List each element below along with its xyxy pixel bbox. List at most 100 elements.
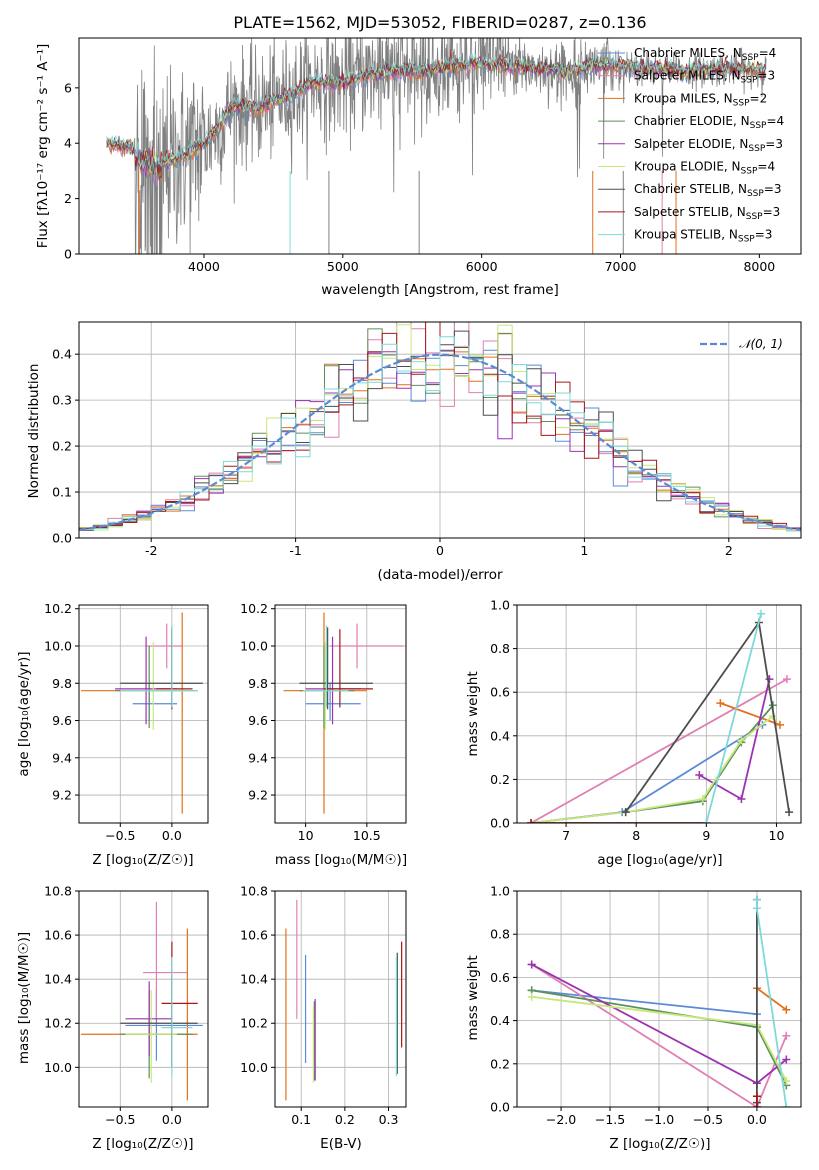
weight-z-ylabel: mass weight bbox=[465, 955, 481, 1040]
age_vs_mass-axes: 10 10.5 9.2 9.4 9.6 9.8 10.0 10.2 bbox=[240, 601, 406, 843]
x-tick-label: 0.0 bbox=[747, 1112, 767, 1127]
kroupa_miles-weight-marker bbox=[716, 699, 725, 708]
x-tick-label: −0.5 bbox=[105, 1112, 135, 1127]
x-tick-label: −1.0 bbox=[644, 1112, 674, 1127]
y-tick-label: 0.6 bbox=[490, 970, 510, 985]
salpeter_miles-weight-line bbox=[530, 678, 788, 823]
age-vs-z-panel: Z [log₁₀(Z/Z☉)] age [log₁₀(age/yr)] −0.5… bbox=[16, 601, 209, 868]
x-tick-label: 0.1 bbox=[291, 1112, 311, 1127]
mass-z-xlabel: Z [log₁₀(Z/Z☉)] bbox=[92, 1136, 193, 1152]
kroupa_stelib-weight-marker bbox=[757, 609, 766, 618]
x-tick-label: 9 bbox=[702, 828, 710, 843]
spectrum-title: PLATE=1562, MJD=53052, FIBERID=0287, z=0… bbox=[233, 13, 646, 32]
mass_vs_ebv-points bbox=[285, 899, 403, 1101]
kroupa_stelib-legend-label: Kroupa STELIB, NSSP=3 bbox=[634, 228, 772, 245]
y-tick-label: 9.6 bbox=[248, 713, 268, 728]
y-tick-label: 10.8 bbox=[240, 884, 268, 899]
kroupa_miles-weight-marker bbox=[775, 720, 784, 729]
y-tick-label: 10.4 bbox=[44, 972, 72, 987]
x-tick-label: 4000 bbox=[188, 259, 220, 274]
salpeter_elodie-weight-marker bbox=[737, 795, 746, 804]
chabrier_stelib-weight-marker bbox=[785, 808, 794, 817]
y-tick-label: 1.0 bbox=[490, 598, 510, 613]
y-tick-label: 9.4 bbox=[52, 750, 72, 765]
spectrum-axes: 4000 5000 6000 7000 8000 0 2 4 6 bbox=[64, 80, 775, 274]
salpeter_stelib-weight-marker bbox=[752, 1092, 761, 1101]
mass-z-ylabel: mass [log₁₀(M/M☉)] bbox=[16, 932, 32, 1064]
weight_vs_z-axes: −2.0 −1.5 −1.0 −0.5 0.0 0.0 0.2 0.4 0.6 0.8 1.0 bbox=[490, 884, 801, 1127]
y-tick-label: 10.4 bbox=[240, 972, 268, 987]
mass-vs-ebv-panel: E(B-V) 0.1 0.2 0.3 10.0 10.2 10.4 10.6 10.8 bbox=[240, 884, 407, 1152]
weight-age-ylabel: mass weight bbox=[465, 671, 481, 756]
y-tick-label: 10.2 bbox=[240, 1016, 268, 1031]
salpeter_elodie-legend-label: Salpeter ELODIE, NSSP=3 bbox=[634, 137, 783, 154]
weight_vs_age-lines bbox=[527, 609, 794, 823]
x-tick-label: 1 bbox=[580, 543, 588, 558]
chabrier_stelib-weight-line bbox=[624, 620, 790, 813]
y-tick-label: 0.4 bbox=[52, 347, 72, 362]
x-tick-label: 7 bbox=[562, 828, 570, 843]
salpeter_elodie-weight-line bbox=[698, 678, 771, 801]
chabrier_stelib-model-spectrum bbox=[106, 54, 766, 181]
age_vs_mass-points bbox=[283, 612, 404, 814]
y-tick-label: 10.6 bbox=[44, 928, 72, 943]
y-tick-label: 10.0 bbox=[44, 638, 72, 653]
y-tick-label: 2 bbox=[64, 191, 72, 206]
x-tick-label: -2 bbox=[145, 543, 157, 558]
weight_vs_z-frame bbox=[516, 890, 802, 1108]
weight-age-xlabel: age [log₁₀(age/yr)] bbox=[597, 852, 722, 868]
kroupa_elodie-legend-label: Kroupa ELODIE, NSSP=4 bbox=[634, 160, 775, 177]
salpeter_miles-legend-label: Salpeter MILES, NSSP=3 bbox=[634, 69, 775, 86]
x-tick-label: 0.0 bbox=[162, 1112, 182, 1127]
normal-legend-label: 𝒩(0, 1) bbox=[739, 337, 783, 351]
y-tick-label: 9.2 bbox=[248, 788, 268, 803]
kroupa_stelib-weight-line bbox=[756, 899, 788, 1107]
y-tick-label: 0.4 bbox=[490, 728, 510, 743]
y-tick-label: 10.6 bbox=[240, 928, 268, 943]
y-tick-label: 0.2 bbox=[52, 439, 72, 454]
y-tick-label: 0.8 bbox=[490, 641, 510, 656]
y-tick-label: 9.8 bbox=[52, 676, 72, 691]
kroupa_stelib-model-spectrum bbox=[106, 53, 766, 174]
x-tick-label: 10.5 bbox=[353, 828, 381, 843]
residuals-panel: (data-model)/error Normed distribution -… bbox=[26, 321, 802, 583]
age_vs_z-points bbox=[81, 612, 203, 814]
mass_vs_z-points bbox=[81, 902, 203, 1101]
kroupa_elodie-weight-marker bbox=[698, 795, 707, 804]
y-tick-label: 10.2 bbox=[240, 601, 268, 616]
salpeter_stelib-model-spectrum bbox=[106, 49, 766, 178]
kroupa_miles-weight-line bbox=[756, 987, 787, 1011]
y-tick-label: 10.0 bbox=[240, 638, 268, 653]
spectrum-ylabel: Flux [fλ10⁻¹⁷ erg cm⁻² s⁻¹ A⁻¹] bbox=[35, 44, 51, 249]
y-tick-label: 0.0 bbox=[490, 1100, 510, 1115]
chabrier_stelib-legend-label: Chabrier STELIB, NSSP=3 bbox=[634, 182, 782, 199]
weight_vs_age-axes: 7 8 9 10 0.0 0.2 0.4 0.6 0.8 1.0 bbox=[490, 598, 801, 843]
kroupa_elodie-weight-marker bbox=[782, 1077, 791, 1086]
mass-ebv-xlabel: E(B-V) bbox=[320, 1136, 362, 1152]
residuals-frame bbox=[78, 321, 802, 539]
kroupa_stelib-weight-line bbox=[705, 613, 762, 823]
spectrum-frame bbox=[78, 37, 802, 255]
y-tick-label: 10.2 bbox=[44, 1016, 72, 1031]
spectrum-panel: PLATE=1562, MJD=53052, FIBERID=0287, z=0… bbox=[35, 13, 802, 298]
y-tick-label: 0.0 bbox=[490, 816, 510, 831]
salpeter_stelib-legend-label: Salpeter STELIB, NSSP=3 bbox=[634, 205, 780, 222]
x-tick-label: 0.0 bbox=[162, 828, 182, 843]
mass_vs_z-frame bbox=[78, 890, 209, 1108]
kroupa_miles-legend-label: Kroupa MILES, NSSP=2 bbox=[634, 91, 767, 108]
y-tick-label: 9.4 bbox=[248, 750, 268, 765]
y-tick-label: 0.0 bbox=[52, 531, 72, 546]
y-tick-label: 0.8 bbox=[490, 927, 510, 942]
age-z-xlabel: Z [log₁₀(Z/Z☉)] bbox=[92, 852, 193, 868]
kroupa_stelib-weight-marker bbox=[782, 1103, 791, 1107]
y-tick-label: 1.0 bbox=[490, 884, 510, 899]
y-tick-label: 10.0 bbox=[44, 1060, 72, 1075]
kroupa_stelib-weight-marker bbox=[752, 895, 761, 904]
chabrier_miles-legend-label: Chabrier MILES, NSSP=4 bbox=[634, 46, 776, 63]
y-tick-label: 9.8 bbox=[248, 676, 268, 691]
x-tick-label: 8000 bbox=[743, 259, 775, 274]
mass_vs_ebv-axes: 0.1 0.2 0.3 10.0 10.2 10.4 10.6 10.8 bbox=[240, 884, 406, 1127]
kroupa_elodie-weight-marker bbox=[527, 992, 536, 1001]
salpeter_miles-weight-line bbox=[531, 963, 788, 1107]
